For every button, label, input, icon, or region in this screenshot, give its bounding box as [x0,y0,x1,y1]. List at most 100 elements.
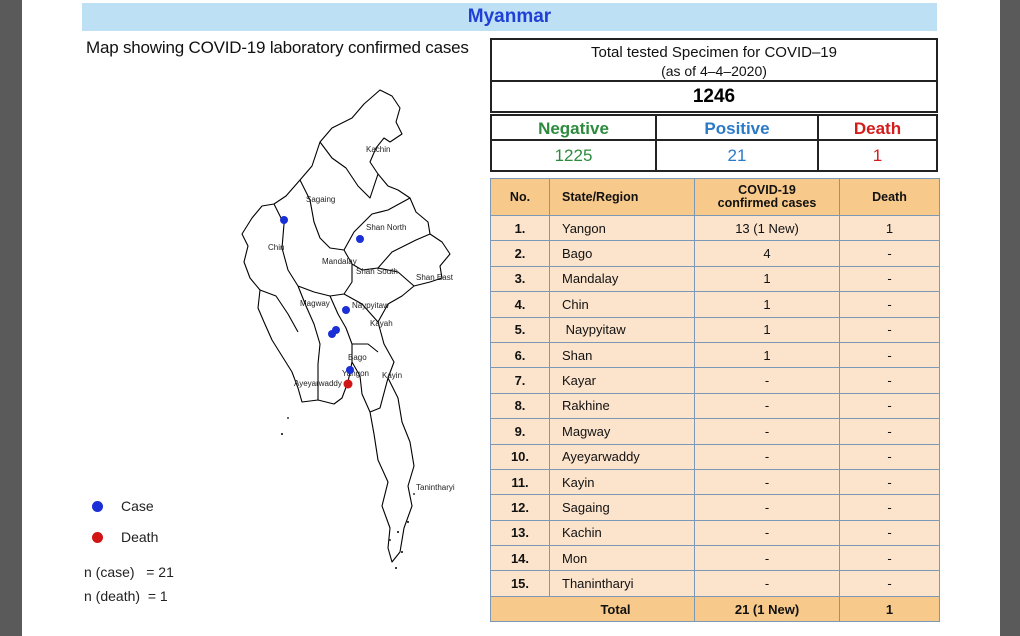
legend-death-label: Death [121,529,159,545]
legend-case: Case [92,498,154,514]
row-cases: 1 [694,341,840,369]
row-no: 2. [490,240,550,267]
map-label-kachin: Kachin [366,145,390,154]
table-row: 5. Naypyitaw 1- [490,316,940,343]
row-cases: - [694,443,840,470]
row-cases: - [694,545,840,572]
cases-table: No. State/Region COVID-19 confirmed case… [490,178,940,623]
row-death: - [839,494,940,521]
row-state: Mandalay [549,265,695,293]
map-label-yangon: Yangon [342,369,369,378]
myanmar-map: Kachin Sagaing Shan North Chin Mandalay … [241,89,455,569]
row-state: Shan [549,341,695,369]
case-marker [346,366,354,374]
row-death: - [839,341,940,369]
negative-value: 1225 [490,139,657,172]
row-state: Rakhine [549,392,695,420]
table-row: 13. Kachin - - [490,519,940,547]
summary-values-row: 1225 21 1 [490,139,938,172]
table-row: 9. Magway - - [490,418,940,445]
death-value: 1 [817,139,938,172]
n-case-stat: n (case) = 21 [84,564,174,580]
col-cases: COVID-19 confirmed cases [694,178,840,216]
row-death: - [839,468,940,496]
map-label-tanintharyi: Tanintharyi [416,483,455,492]
row-state: Sagaing [549,494,695,521]
map-label-magway: Magway [300,299,330,308]
map-label-mandalay: Mandalay [322,257,357,266]
row-state: Mon [549,545,695,572]
total-death: 1 [839,595,940,623]
map-outline [241,89,451,563]
row-no: 13. [490,519,550,547]
row-no: 11. [490,468,550,496]
row-no: 7. [490,367,550,394]
row-cases: - [694,367,840,394]
row-no: 14. [490,545,550,572]
map-label-ayeyarwaddy: Ayeyarwaddy [294,379,342,388]
death-marker [343,379,353,389]
row-state: Yangon [549,214,695,242]
n-death-stat: n (death) = 1 [84,588,168,604]
row-no: 4. [490,291,550,318]
case-marker [342,306,350,314]
map-label-kayin: Kayin [382,371,402,380]
row-cases: - [694,418,840,445]
case-marker [328,330,336,338]
row-death: 1 [839,214,940,242]
row-no: 15. [490,570,550,597]
total-cases: 21 (1 New) [694,595,840,623]
row-death: - [839,443,940,470]
table-row: 15. Thanintharyi - - [490,570,940,597]
row-death: - [839,418,940,445]
positive-value: 21 [655,139,819,172]
table-row: 3. Mandalay 1- [490,265,940,293]
row-death: - [839,240,940,267]
negative-label: Negative [490,114,657,141]
row-state: Kayar [549,367,695,394]
row-cases: - [694,519,840,547]
row-state: Chin [549,291,695,318]
table-row: 7. Kayar - - [490,367,940,394]
row-cases: 4 [694,240,840,267]
row-no: 8. [490,392,550,420]
table-row: 6. Shan 1- [490,341,940,369]
row-death: - [839,570,940,597]
legend-death: Death [92,529,158,545]
row-cases: 1 [694,265,840,293]
table-row: 1. Yangon 13 (1 New) 1 [490,214,940,242]
map-label-shan-east: Shan East [416,273,454,282]
row-death: - [839,265,940,293]
map-label-naypyitaw: Naypyitaw [352,301,389,310]
map-label-kayah: Kayah [370,319,393,328]
death-label: Death [817,114,938,141]
row-death: - [839,519,940,547]
table-row: 4. Chin 1- [490,291,940,318]
row-no: 6. [490,341,550,369]
row-cases: 1 [694,291,840,318]
table-header-row: No. State/Region COVID-19 confirmed case… [490,178,940,216]
row-cases: 1 [694,316,840,343]
row-no: 3. [490,265,550,293]
table-row: 10. Ayeyarwaddy - - [490,443,940,470]
col-death: Death [839,178,940,216]
row-no: 12. [490,494,550,521]
case-marker [280,216,288,224]
row-death: - [839,392,940,420]
row-death: - [839,316,940,343]
summary-title-line2: (as of 4–4–2020) [661,63,767,79]
document-page: Myanmar Map showing COVID-19 laboratory … [22,0,1000,636]
row-state: Naypyitaw [549,316,695,343]
row-state: Magway [549,418,695,445]
row-cases: - [694,468,840,496]
case-dot-icon [92,500,103,512]
row-no: 1. [490,214,550,242]
summary-panel: Total tested Specimen for COVID–19 (as o… [490,38,938,172]
positive-label: Positive [655,114,819,141]
summary-title: Total tested Specimen for COVID–19 (as o… [490,38,938,82]
map-label-sagaing: Sagaing [306,195,335,204]
legend-case-label: Case [121,498,154,514]
row-no: 5. [490,316,550,343]
summary-title-line1: Total tested Specimen for COVID–19 [591,44,837,61]
case-marker [356,235,364,243]
